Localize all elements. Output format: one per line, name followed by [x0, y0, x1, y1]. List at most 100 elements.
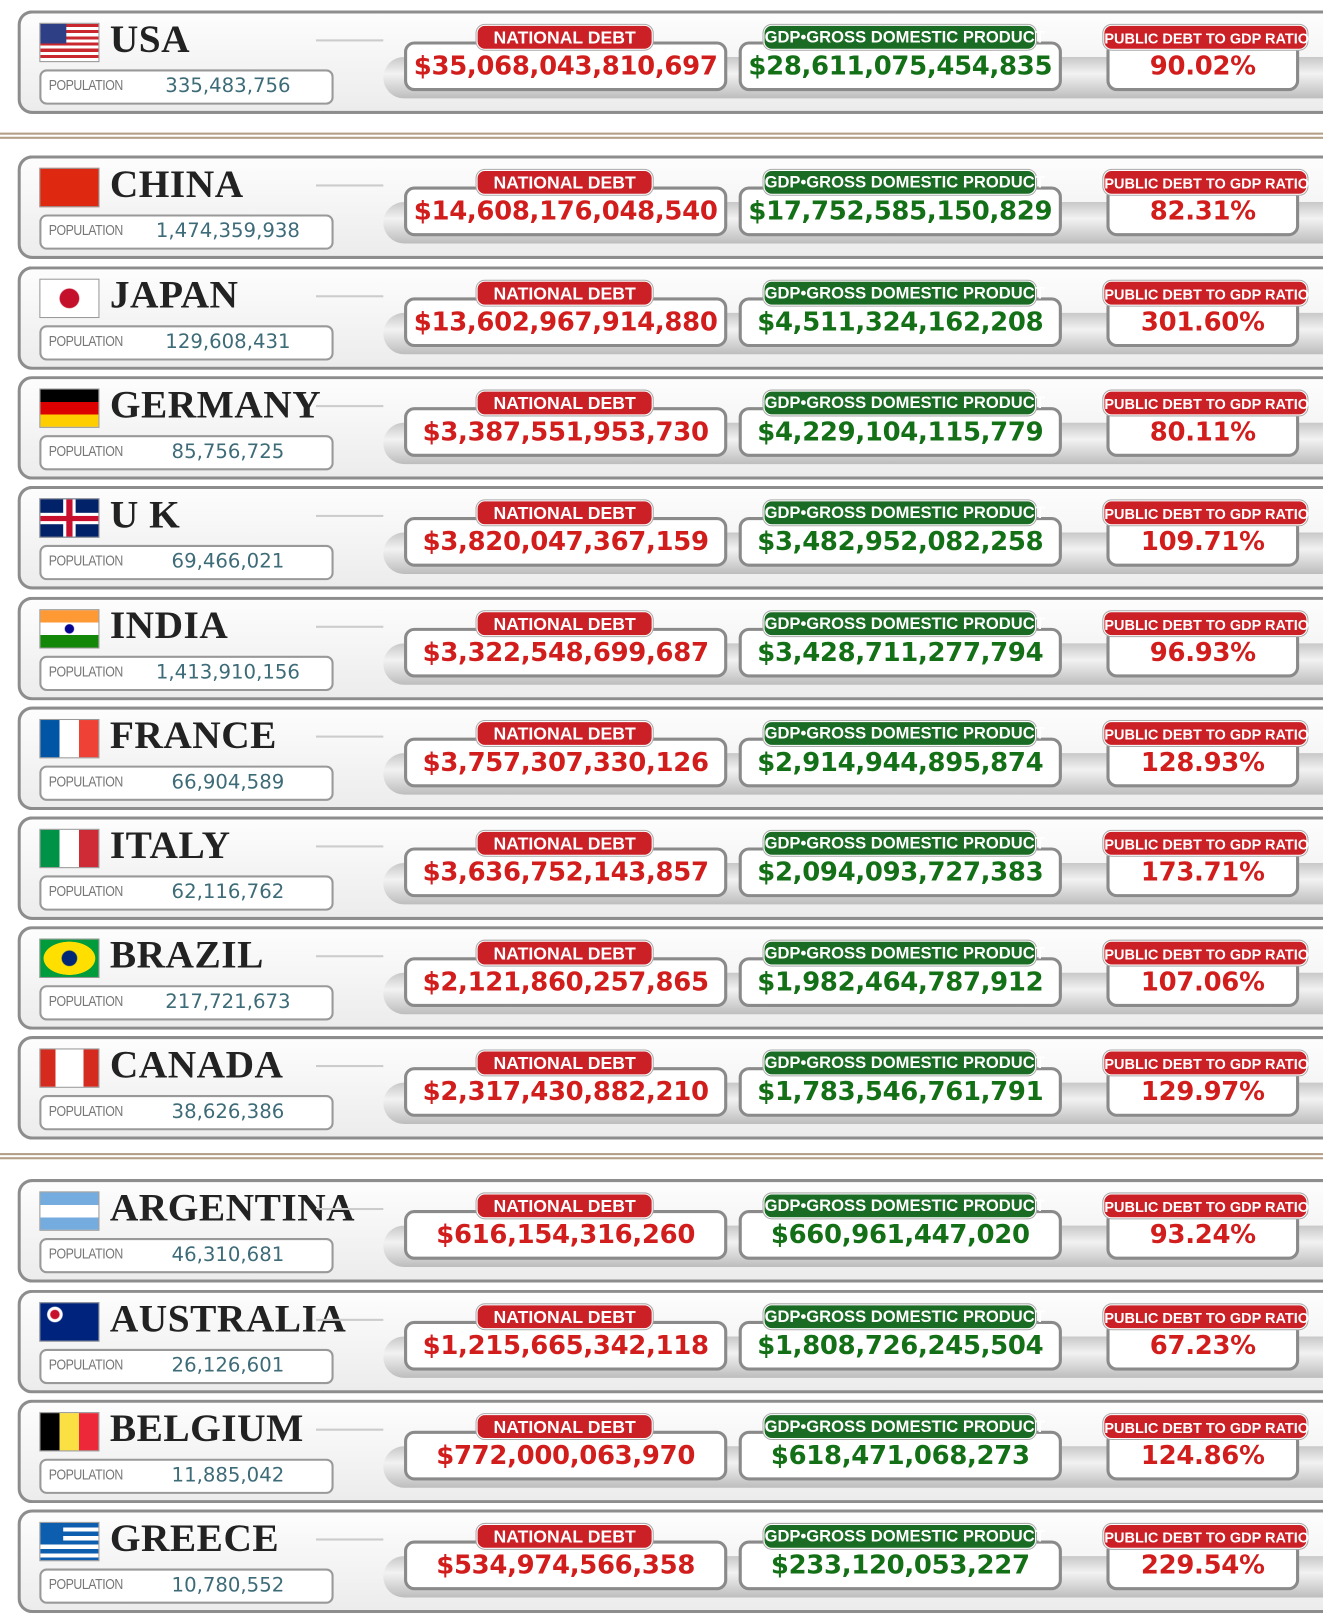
population-value: 85,756,725 — [171, 440, 285, 464]
country-name: AUSTRALIA — [109, 1297, 347, 1341]
row-content: BELGIUM POPULATION 11,885,042 $772,000,063,… — [0, 1400, 1323, 1504]
debt-box: $3,322,548,699,687 — [404, 627, 728, 678]
population-label: POPULATION — [48, 552, 124, 569]
population-value: 38,626,386 — [171, 1100, 285, 1124]
population-box — [39, 655, 334, 692]
gdp-label: GDP•GROSS DOMESTIC PRODUCT — [763, 1193, 1045, 1219]
flag — [39, 938, 100, 978]
population-value: 46,310,681 — [171, 1243, 285, 1266]
row-content: GERMANY POPULATION 85,756,725 $3,387,551,95… — [0, 376, 1323, 480]
debt-label: NATIONAL DEBT — [476, 940, 653, 966]
ratio-label: PUBLIC DEBT TO GDP RATIO — [1103, 24, 1309, 50]
section-separator — [0, 132, 1323, 139]
debt-box: $13,602,967,914,880 — [404, 297, 728, 348]
gdp-box: $4,511,324,162,208 — [738, 297, 1062, 348]
ratio-label: PUBLIC DEBT TO GDP RATIO — [1103, 1523, 1309, 1549]
name-rule — [315, 39, 384, 42]
country-name: ITALY — [109, 823, 231, 868]
flag — [39, 1302, 100, 1342]
population-value: 1,413,910,156 — [155, 660, 300, 684]
population-label: POPULATION — [48, 1245, 124, 1262]
population-box — [39, 214, 334, 250]
ratio-box: 301.60% — [1106, 297, 1300, 348]
name-rule — [315, 1318, 384, 1321]
population-box — [39, 765, 334, 801]
country-name: FRANCE — [109, 713, 277, 758]
population-box — [39, 435, 334, 471]
name-rule — [315, 1538, 384, 1541]
debt-label: NATIONAL DEBT — [476, 1414, 653, 1440]
population-label: POPULATION — [48, 882, 124, 900]
flag — [39, 1412, 100, 1452]
ratio-label: PUBLIC DEBT TO GDP RATIO — [1103, 1414, 1309, 1440]
flag — [39, 167, 100, 208]
gdp-label: GDP•GROSS DOMESTIC PRODUCT — [763, 1414, 1045, 1440]
population-value: 11,885,042 — [171, 1463, 285, 1487]
population-box — [39, 875, 334, 911]
flag — [39, 1521, 100, 1562]
ratio-label: PUBLIC DEBT TO GDP RATIO — [1103, 830, 1309, 856]
section-separator — [0, 1153, 1323, 1160]
gdp-label: GDP•GROSS DOMESTIC PRODUCT — [763, 940, 1045, 966]
flag — [39, 1191, 100, 1231]
debt-label: NATIONAL DEBT — [476, 169, 653, 195]
flag — [39, 609, 100, 649]
gdp-label: GDP•GROSS DOMESTIC PRODUCT — [763, 280, 1045, 306]
gdp-label: GDP•GROSS DOMESTIC PRODUCT — [763, 1304, 1045, 1330]
country-name: GREECE — [109, 1516, 280, 1561]
debt-label: NATIONAL DEBT — [476, 280, 653, 306]
gdp-box: $4,229,104,115,779 — [738, 407, 1062, 457]
population-value: 129,608,431 — [165, 330, 291, 354]
row-content: CHINA POPULATION 1,474,359,938 $14,608,176,… — [0, 155, 1323, 259]
population-box — [39, 69, 334, 105]
ratio-box: 90.02% — [1106, 41, 1300, 92]
population-value: 62,116,762 — [171, 880, 285, 904]
gdp-label: GDP•GROSS DOMESTIC PRODUCT — [763, 830, 1045, 856]
country-name: CANADA — [109, 1043, 284, 1087]
country-name: CHINA — [109, 162, 244, 207]
population-box — [39, 1348, 334, 1385]
gdp-label: GDP•GROSS DOMESTIC PRODUCT — [763, 611, 1045, 637]
debt-label: NATIONAL DEBT — [476, 1304, 653, 1330]
name-rule — [315, 625, 384, 628]
name-rule — [315, 1428, 384, 1431]
row-content: GREECE POPULATION 10,780,552 $534,974,566,3… — [0, 1509, 1323, 1613]
row-content: INDIA POPULATION 1,413,910,156 $3,322,548,6… — [0, 597, 1323, 701]
debt-label: NATIONAL DEBT — [476, 390, 653, 416]
ratio-box: 107.06% — [1106, 957, 1300, 1007]
population-label: POPULATION — [48, 1575, 124, 1593]
gdp-label: GDP•GROSS DOMESTIC PRODUCT — [763, 24, 1045, 50]
name-rule — [315, 184, 384, 187]
ratio-label: PUBLIC DEBT TO GDP RATIO — [1103, 280, 1309, 306]
ratio-label: PUBLIC DEBT TO GDP RATIO — [1103, 1304, 1309, 1330]
debt-label: NATIONAL DEBT — [476, 830, 653, 856]
ratio-label: PUBLIC DEBT TO GDP RATIO — [1103, 940, 1309, 966]
row-content: CANADA POPULATION 38,626,386 $2,317,430,882… — [0, 1036, 1323, 1140]
country-name: U K — [109, 493, 181, 537]
population-box — [39, 1568, 334, 1604]
gdp-label: GDP•GROSS DOMESTIC PRODUCT — [763, 721, 1045, 746]
country-name: INDIA — [109, 603, 229, 648]
gdp-label: GDP•GROSS DOMESTIC PRODUCT — [763, 390, 1045, 416]
country-name: USA — [109, 17, 191, 62]
ratio-label: PUBLIC DEBT TO GDP RATIO — [1103, 500, 1309, 526]
row-content: USA POPULATION 335,483,756 $35,068,043,810,… — [0, 10, 1323, 114]
population-label: POPULATION — [48, 772, 124, 790]
debt-box: $2,121,860,257,865 — [404, 957, 728, 1007]
name-rule — [315, 1207, 384, 1211]
population-value: 26,126,601 — [171, 1354, 285, 1377]
population-box — [39, 325, 334, 361]
debt-box: $3,387,551,953,730 — [404, 407, 728, 457]
population-label: POPULATION — [48, 1356, 124, 1373]
debt-label: NATIONAL DEBT — [476, 1050, 653, 1076]
country-name: BRAZIL — [109, 933, 264, 977]
population-label: POPULATION — [48, 1102, 124, 1119]
population-value: 217,721,673 — [165, 990, 291, 1014]
name-rule — [315, 405, 384, 408]
gdp-label: GDP•GROSS DOMESTIC PRODUCT — [763, 169, 1045, 195]
population-value: 66,904,589 — [171, 770, 285, 794]
population-label: POPULATION — [48, 1465, 124, 1483]
flag — [39, 22, 100, 63]
debt-label: NATIONAL DEBT — [476, 1193, 653, 1219]
